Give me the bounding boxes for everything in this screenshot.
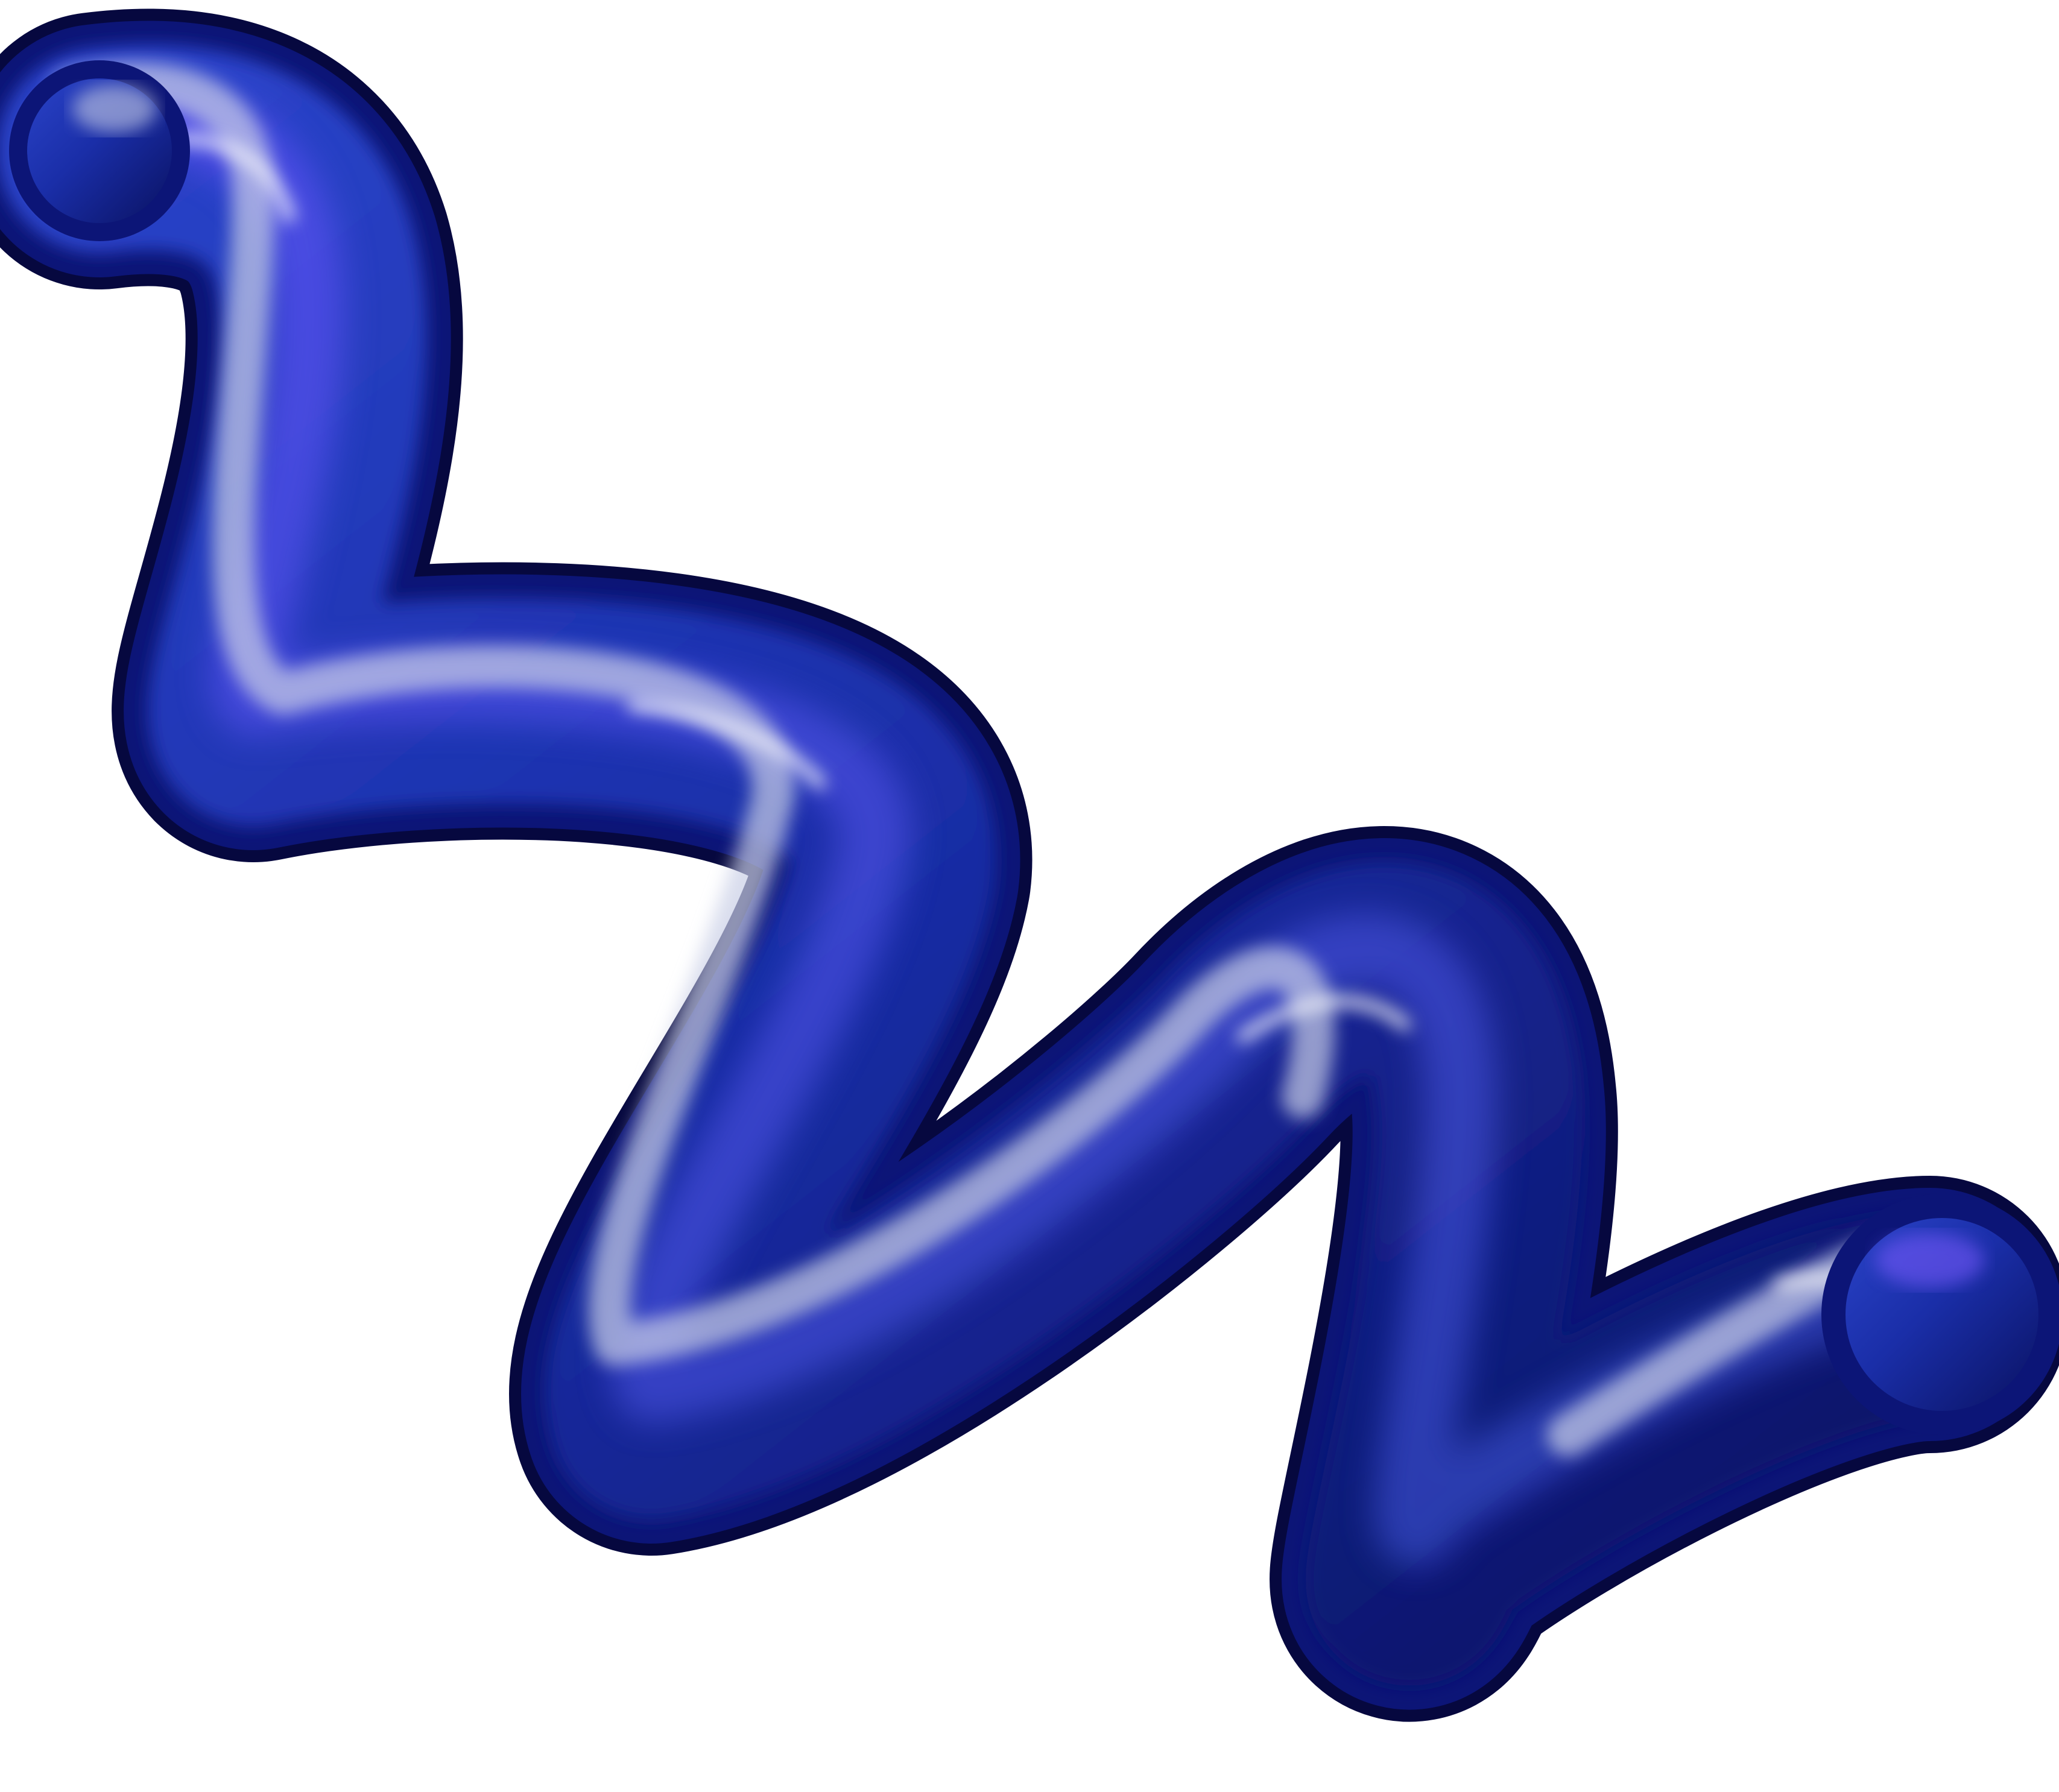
tube-body	[0, 8, 2059, 1722]
tube-specular	[176, 133, 1923, 1308]
tube-violet-sheen	[54, 81, 1954, 1566]
